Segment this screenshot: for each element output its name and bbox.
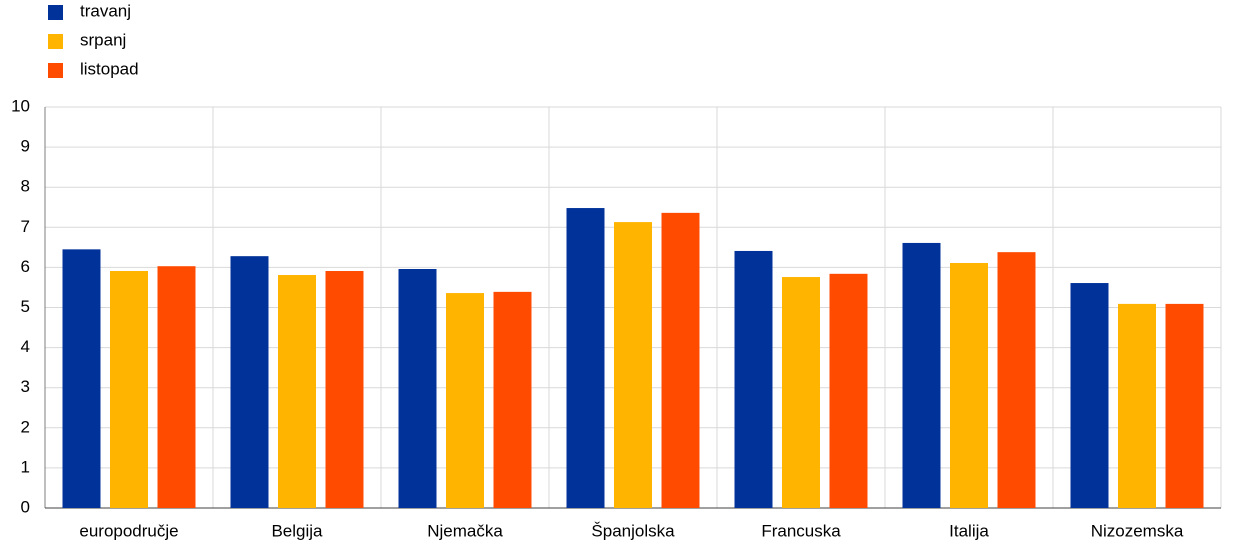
y-tick-label: 9 [21, 137, 30, 156]
legend-label: travanj [80, 1, 131, 20]
bar [566, 208, 605, 508]
bar [325, 271, 364, 508]
legend-swatch [48, 63, 63, 78]
x-tick-label: Španjolska [591, 521, 675, 540]
y-tick-label: 0 [21, 497, 30, 516]
bar [230, 256, 269, 508]
x-tick-label: Italija [949, 521, 989, 540]
y-tick-label: 3 [21, 377, 30, 396]
x-tick-label: europodručje [79, 521, 178, 540]
y-tick-label: 6 [21, 257, 30, 276]
y-tick-label: 5 [21, 297, 30, 316]
legend-swatch [48, 34, 63, 49]
x-tick-label: Belgija [271, 521, 323, 540]
bar [997, 252, 1036, 508]
x-tick-label: Njemačka [427, 521, 503, 540]
bar [278, 275, 316, 508]
bar [661, 212, 700, 508]
bar [950, 262, 988, 508]
bar [62, 249, 101, 509]
bar [614, 222, 652, 508]
bar [829, 273, 868, 508]
bar [902, 242, 941, 508]
bar [1165, 303, 1204, 508]
bar [446, 293, 484, 508]
y-tick-label: 10 [11, 96, 30, 115]
legend-swatch [48, 5, 63, 20]
y-tick-label: 8 [21, 177, 30, 196]
legend-label: srpanj [80, 30, 126, 49]
bar [110, 271, 148, 508]
x-tick-label: Francuska [761, 521, 841, 540]
bar [734, 250, 773, 509]
bar [157, 266, 196, 508]
x-tick-label: Nizozemska [1091, 521, 1184, 540]
y-tick-label: 4 [21, 337, 30, 356]
y-tick-label: 2 [21, 417, 30, 436]
legend-label: listopad [80, 59, 139, 78]
bar [493, 291, 532, 508]
y-tick-label: 7 [21, 217, 30, 236]
bar [782, 277, 820, 508]
y-tick-label: 1 [21, 457, 30, 476]
bar [1070, 283, 1109, 508]
bar [398, 269, 437, 508]
bar [1118, 303, 1156, 508]
